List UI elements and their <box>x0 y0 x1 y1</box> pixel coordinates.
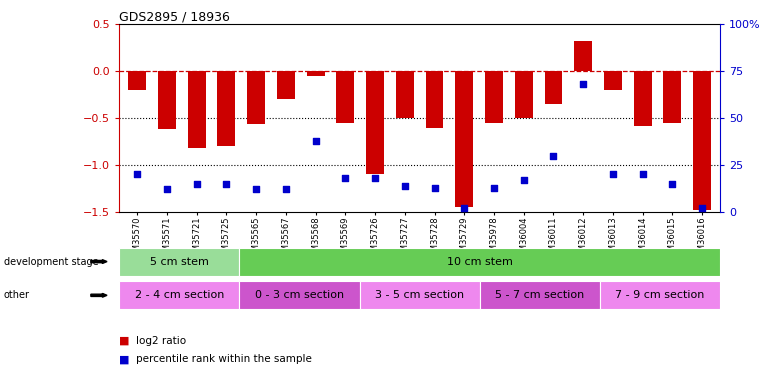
Point <box>666 181 678 187</box>
Bar <box>480 281 600 309</box>
Text: 2 - 4 cm section: 2 - 4 cm section <box>135 290 224 300</box>
Bar <box>604 71 622 90</box>
Point <box>428 184 440 190</box>
Text: ■: ■ <box>119 336 130 345</box>
Point <box>637 171 649 177</box>
Text: development stage: development stage <box>4 256 99 267</box>
Text: 0 - 3 cm section: 0 - 3 cm section <box>255 290 344 300</box>
Bar <box>426 71 444 128</box>
Bar <box>360 281 480 309</box>
Point <box>517 177 530 183</box>
Bar <box>188 71 206 148</box>
Point <box>399 183 411 189</box>
Text: ■: ■ <box>119 354 130 364</box>
Point <box>161 186 173 192</box>
Bar <box>574 41 592 71</box>
Bar <box>119 281 239 309</box>
Point <box>280 186 292 192</box>
Point <box>577 81 589 87</box>
Bar <box>396 71 413 118</box>
Text: log2 ratio: log2 ratio <box>136 336 186 345</box>
Bar <box>336 71 354 123</box>
Bar <box>129 71 146 90</box>
Bar <box>693 71 711 210</box>
Bar <box>247 71 265 124</box>
Point <box>458 205 470 211</box>
Text: 10 cm stem: 10 cm stem <box>447 256 513 267</box>
Bar <box>544 71 562 104</box>
Point <box>310 138 322 144</box>
Point <box>369 175 381 181</box>
Bar <box>217 71 236 146</box>
Text: 5 - 7 cm section: 5 - 7 cm section <box>495 290 584 300</box>
Point <box>339 175 351 181</box>
Bar <box>515 71 533 118</box>
Point <box>547 153 560 159</box>
Bar <box>485 71 503 123</box>
Bar <box>239 248 720 276</box>
Bar <box>366 71 384 174</box>
Bar <box>239 281 360 309</box>
Point <box>250 186 263 192</box>
Text: 7 - 9 cm section: 7 - 9 cm section <box>615 290 705 300</box>
Point <box>220 181 233 187</box>
Point <box>696 205 708 211</box>
Bar <box>119 248 239 276</box>
Text: 3 - 5 cm section: 3 - 5 cm section <box>375 290 464 300</box>
Bar <box>306 71 324 76</box>
Bar <box>600 281 720 309</box>
Point <box>131 171 143 177</box>
Text: 5 cm stem: 5 cm stem <box>150 256 209 267</box>
Point <box>190 181 203 187</box>
Bar <box>277 71 295 99</box>
Text: GDS2895 / 18936: GDS2895 / 18936 <box>119 10 230 23</box>
Bar <box>634 71 651 126</box>
Bar <box>664 71 681 123</box>
Bar <box>158 71 176 129</box>
Bar <box>455 71 474 207</box>
Point <box>488 184 500 190</box>
Text: other: other <box>4 290 30 300</box>
Text: percentile rank within the sample: percentile rank within the sample <box>136 354 312 364</box>
Point <box>607 171 619 177</box>
